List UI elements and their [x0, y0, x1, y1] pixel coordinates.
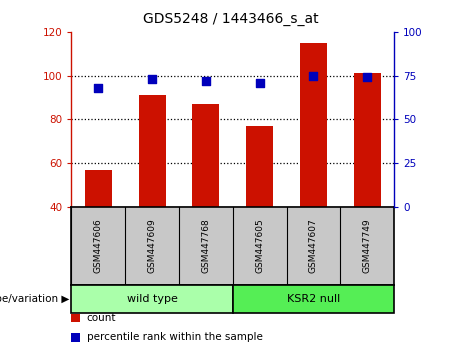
- Bar: [300, 43, 327, 207]
- Bar: [246, 126, 273, 207]
- Text: GSM447768: GSM447768: [201, 219, 210, 273]
- Text: GSM447749: GSM447749: [363, 219, 372, 273]
- Text: GSM447607: GSM447607: [309, 219, 318, 273]
- Bar: [71, 285, 233, 313]
- Point: [256, 80, 263, 86]
- Point: [148, 76, 156, 82]
- Text: wild type: wild type: [127, 294, 177, 304]
- Text: GSM447605: GSM447605: [255, 219, 264, 273]
- Bar: [85, 170, 112, 207]
- Bar: [354, 74, 381, 207]
- Bar: [139, 95, 165, 207]
- Text: KSR2 null: KSR2 null: [287, 294, 340, 304]
- Text: GDS5248 / 1443466_s_at: GDS5248 / 1443466_s_at: [143, 12, 318, 27]
- Text: genotype/variation ▶: genotype/variation ▶: [0, 294, 69, 304]
- Text: GSM447609: GSM447609: [148, 219, 157, 273]
- Text: count: count: [87, 313, 116, 323]
- Point: [364, 75, 371, 80]
- Point: [95, 85, 102, 91]
- Bar: [193, 104, 219, 207]
- Text: percentile rank within the sample: percentile rank within the sample: [87, 332, 263, 342]
- Point: [202, 78, 210, 84]
- Point: [310, 73, 317, 79]
- Bar: [233, 285, 394, 313]
- Text: GSM447606: GSM447606: [94, 219, 103, 273]
